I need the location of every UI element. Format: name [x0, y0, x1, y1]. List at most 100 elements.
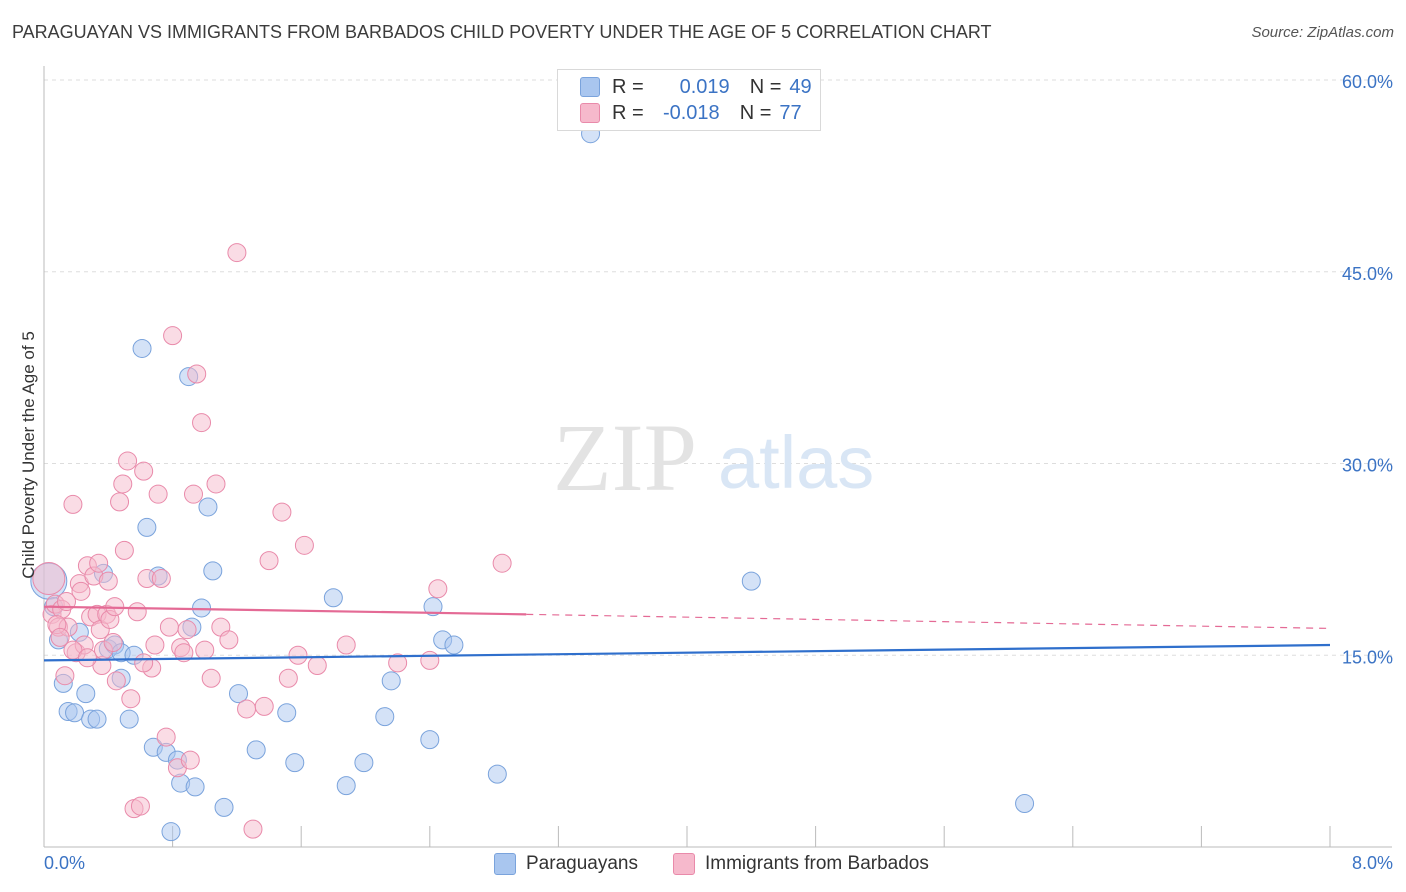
legend-n-value: 49 [789, 75, 812, 98]
paraguayan-point [336, 776, 356, 796]
legend-n-value: 77 [779, 101, 802, 124]
barbados-point [219, 630, 239, 650]
barbados-point [227, 243, 247, 263]
barbados-point [288, 645, 308, 665]
barbados-point [183, 484, 203, 504]
barbados-point [55, 666, 75, 686]
trend-lines [43, 605, 1331, 662]
barbados-point [177, 620, 197, 640]
paraguayan-point [161, 822, 181, 842]
barbados-point [121, 689, 141, 709]
paraguayan-point [87, 709, 107, 729]
bottom-legend-label: Immigrants from Barbados [705, 853, 929, 874]
barbados-point [201, 668, 221, 688]
paraguayan-point [185, 777, 205, 797]
legend-row-barbados: R = -0.018 N = 77 [580, 101, 802, 125]
barbados-point [110, 492, 130, 512]
barbados-point [195, 640, 215, 660]
y-tick-label: 15.0% [1342, 647, 1393, 667]
barbados-point [77, 648, 97, 668]
paraguayan-point [132, 338, 152, 358]
barbados-point [420, 650, 440, 670]
barbados-point [145, 635, 165, 655]
paraguayan-point [420, 730, 440, 750]
barbados-point [388, 653, 408, 673]
barbados-point [113, 474, 133, 494]
grid-lines [44, 79, 1392, 656]
barbados-point [174, 643, 194, 663]
legend-row-paraguayans: R = 0.019 N = 49 [580, 75, 812, 99]
barbados-point [206, 474, 226, 494]
paraguayan-point [487, 764, 507, 784]
y-tick-label: 30.0% [1342, 456, 1393, 476]
bottom-legend-barbados: Immigrants from Barbados [673, 851, 929, 877]
paraguayan-point [137, 517, 157, 537]
legend-r-label: R = [612, 101, 644, 124]
legend-n-label: N = [749, 75, 782, 98]
data-points [30, 124, 1035, 842]
legend-r-label: R = [612, 75, 644, 98]
paraguayan-point [277, 703, 297, 723]
barbados-point [187, 364, 207, 384]
barbados-point [428, 579, 448, 599]
barbados-point [180, 750, 200, 770]
barbados-point [254, 696, 274, 716]
paraguayan-point [323, 588, 343, 608]
barbados-trend-extension [526, 613, 1331, 630]
barbados-point [294, 535, 314, 555]
barbados-point [130, 796, 150, 816]
legend-n-label: N = [739, 101, 772, 124]
barbados-point [159, 617, 179, 637]
bottom-legend-swatch-blue [494, 853, 516, 875]
source-label: Source: ZipAtlas.com [1251, 24, 1394, 41]
barbados-point [103, 632, 123, 652]
paraguayan-point [76, 684, 96, 704]
barbados-point [243, 819, 263, 839]
barbados-point [492, 553, 512, 573]
paraguayan-point [741, 571, 761, 591]
barbados-point [134, 653, 154, 673]
barbados-point [118, 451, 138, 471]
barbados-trend-line [43, 605, 527, 616]
barbados-point [63, 494, 83, 514]
barbados-point [307, 655, 327, 675]
barbados-point [272, 502, 292, 522]
barbados-point [156, 727, 176, 747]
y-tick-label: 45.0% [1342, 264, 1393, 284]
paraguayan-point [119, 709, 139, 729]
chart-title: PARAGUAYAN VS IMMIGRANTS FROM BARBADOS C… [12, 22, 992, 42]
paraguayan-point [381, 671, 401, 691]
y-tick-label: 60.0% [1342, 72, 1393, 92]
barbados-point [98, 571, 118, 591]
barbados-point [151, 569, 171, 589]
barbados-point [134, 461, 154, 481]
paraguayan-point [285, 753, 305, 773]
y-axis-label: Child Poverty Under the Age of 5 [19, 331, 38, 579]
barbados-point [114, 540, 134, 560]
barbados-point [127, 602, 147, 622]
barbados-point [71, 581, 91, 601]
paraguayan-point [198, 497, 218, 517]
paraguayan-point [423, 597, 443, 617]
correlation-legend: R = 0.019 N = 49 R = -0.018 N = 77 [557, 69, 821, 131]
tick-labels: 15.0% 30.0% 45.0% 60.0% 0.0% 8.0% [44, 72, 1393, 873]
barbados-point [148, 484, 168, 504]
bottom-legend-label: Paraguayans [526, 853, 638, 874]
barbados-point [89, 553, 109, 573]
bottom-legend-swatch-pink [673, 853, 695, 875]
x-tick-label: 8.0% [1352, 853, 1393, 873]
barbados-point [106, 671, 126, 691]
paraguayan-point [246, 740, 266, 760]
legend-r-value: -0.018 [662, 101, 720, 124]
x-tick-label: 0.0% [44, 853, 85, 873]
paraguayan-point [65, 703, 85, 723]
bottom-legend-paraguayans: Paraguayans [494, 851, 638, 877]
barbados-point [163, 326, 183, 346]
legend-swatch-pink [580, 103, 600, 123]
legend-swatch-blue [580, 77, 600, 97]
barbados-point [278, 668, 298, 688]
paraguayan-point [192, 598, 212, 618]
barbados-point [237, 699, 257, 719]
barbados-point [259, 551, 279, 571]
